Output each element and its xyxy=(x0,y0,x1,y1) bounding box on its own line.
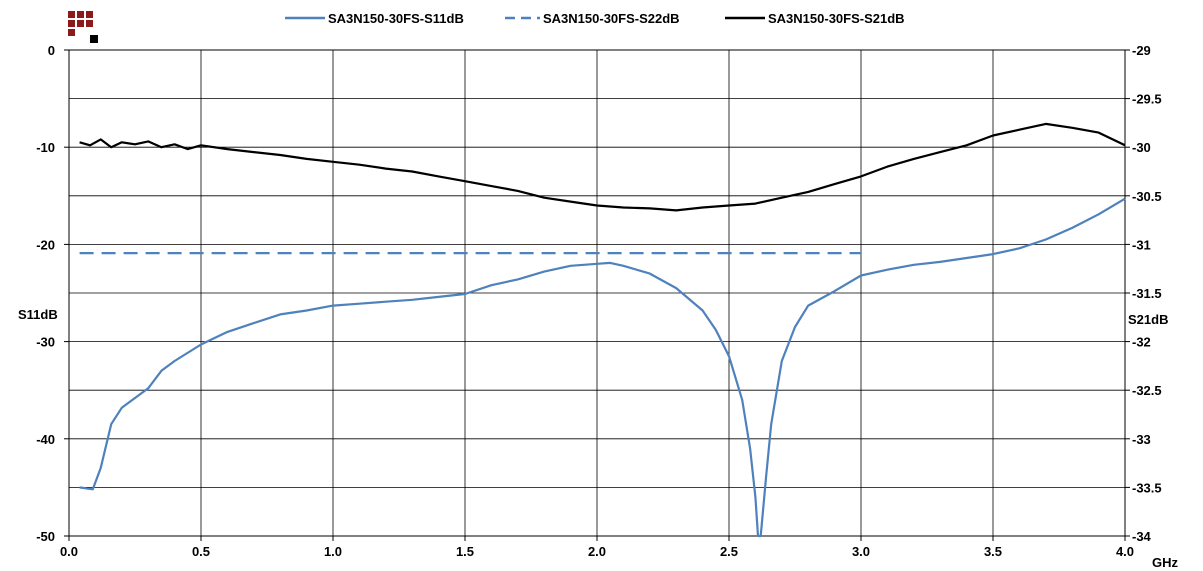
y-right-tick-label: -30.5 xyxy=(1132,189,1162,204)
y-right-tick-label: -30 xyxy=(1132,140,1151,155)
y-right-tick-label: -33.5 xyxy=(1132,480,1162,495)
x-tick-label: 0.0 xyxy=(60,544,78,559)
y-right-tick-label: -29.5 xyxy=(1132,92,1162,107)
y-left-tick-label: -30 xyxy=(36,335,55,350)
y-left-tick-label: -10 xyxy=(36,140,55,155)
y-left-tick-label: -20 xyxy=(36,237,55,252)
legend-item-s11: SA3N150-30FS-S11dB xyxy=(285,11,464,26)
y-right-tick-label: -32 xyxy=(1132,335,1151,350)
legend-item-s21: SA3N150-30FS-S21dB xyxy=(725,11,905,26)
y-right-tick-label: -31 xyxy=(1132,237,1151,252)
x-tick-label: 2.0 xyxy=(588,544,606,559)
legend-label-s21: SA3N150-30FS-S21dB xyxy=(768,11,905,26)
series-s21-line xyxy=(79,122,1126,212)
legend-label-s11: SA3N150-30FS-S11dB xyxy=(328,11,464,26)
y-right-tick-label: -31.5 xyxy=(1132,286,1162,301)
x-tick-label: 4.0 xyxy=(1116,544,1134,559)
y-left-tick-label: 0 xyxy=(48,43,55,58)
x-tick-label: 3.5 xyxy=(984,544,1002,559)
x-tick-label: 1.5 xyxy=(456,544,474,559)
legend: SA3N150-30FS-S11dB SA3N150-30FS-S22dB SA… xyxy=(285,11,905,26)
y-axis-right-label: S21dB xyxy=(1128,312,1168,327)
ticks-layer: 0.0 0.5 1.0 1.5 2.0 2.5 3.0 3.5 4.0 -29 -29.5 -30 -3… xyxy=(36,43,1161,559)
x-tick-label: 3.0 xyxy=(852,544,870,559)
legend-label-s22: SA3N150-30FS-S22dB xyxy=(543,11,680,26)
x-axis-label: GHz xyxy=(1152,555,1179,570)
y-right-tick-label: -33 xyxy=(1132,432,1151,447)
y-axis-left-label: S11dB xyxy=(18,307,58,322)
y-left-tick-label: -50 xyxy=(36,529,55,544)
y-left-tick-label: -40 xyxy=(36,432,55,447)
series-s11-line xyxy=(79,197,1126,538)
x-tick-label: 2.5 xyxy=(720,544,738,559)
y-right-tick-label: -34 xyxy=(1132,529,1152,544)
x-tick-label: 1.0 xyxy=(324,544,342,559)
logo xyxy=(68,11,98,43)
y-right-tick-label: -29 xyxy=(1132,43,1151,58)
grid xyxy=(69,50,1125,536)
series-layer xyxy=(79,122,1126,538)
legend-item-s22: SA3N150-30FS-S22dB xyxy=(505,11,680,26)
x-tick-label: 0.5 xyxy=(192,544,210,559)
y-right-tick-label: -32.5 xyxy=(1132,383,1162,398)
